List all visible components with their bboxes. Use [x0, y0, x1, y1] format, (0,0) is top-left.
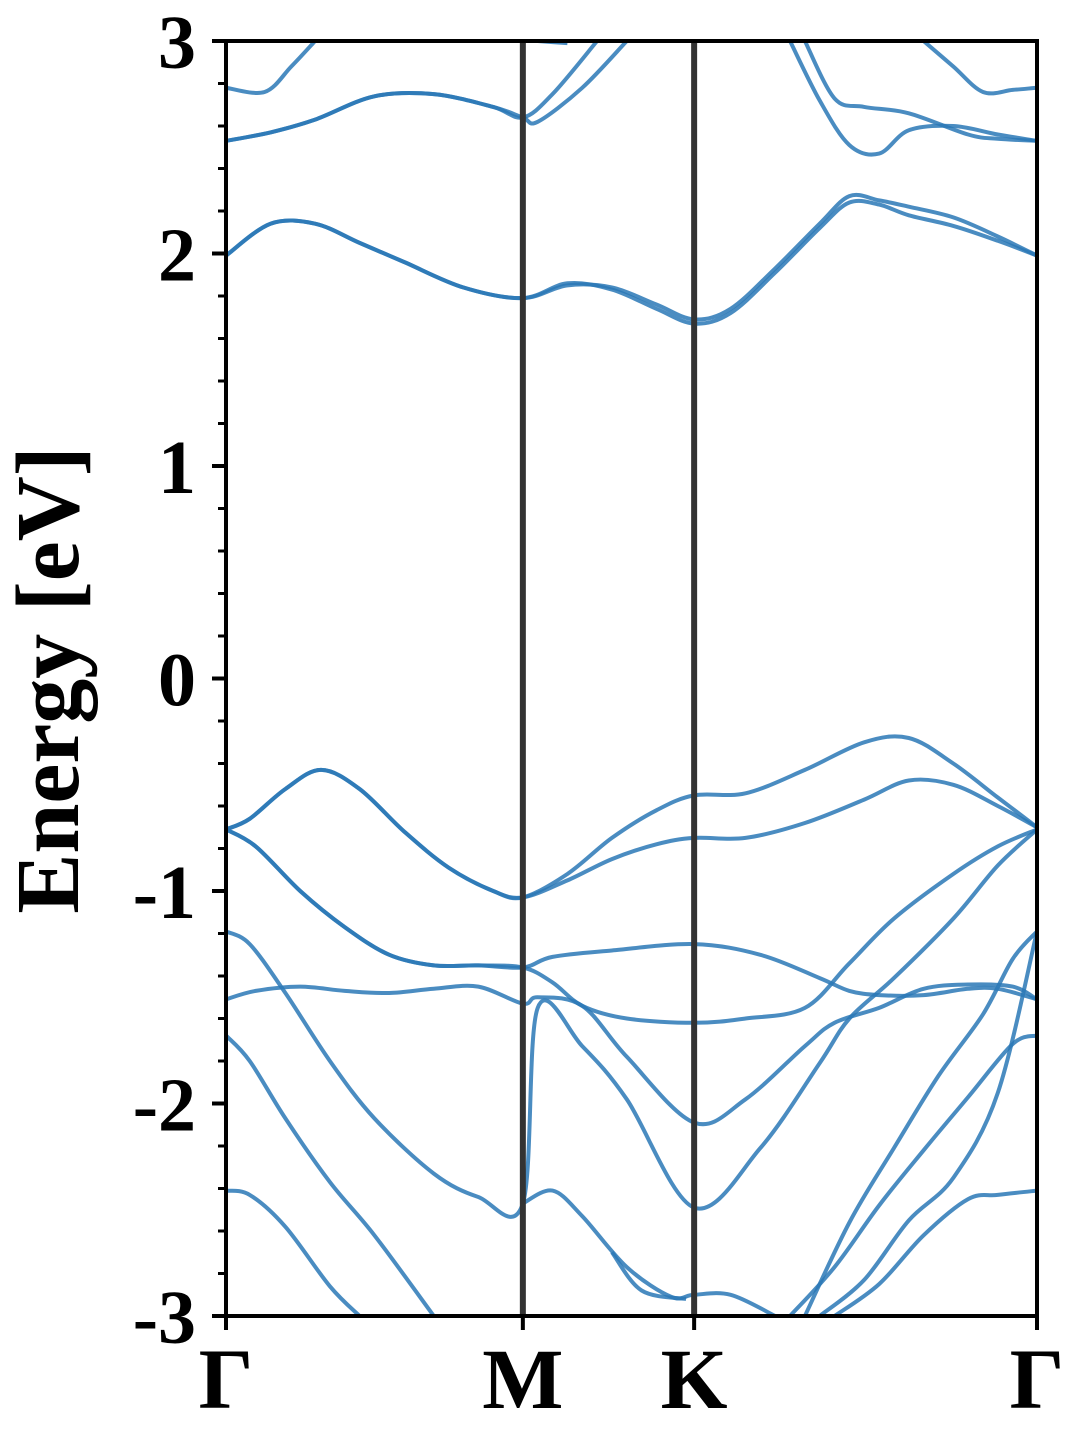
- band-line-22: [833, 1188, 1037, 1316]
- x-tick-label-M: M: [482, 1331, 563, 1427]
- band-line-10: [226, 734, 1037, 901]
- band-line-12: [226, 827, 1037, 1002]
- band-line-23: [818, 930, 1037, 1316]
- band-line-4: [226, 41, 629, 143]
- band-line-7: [803, 41, 1037, 143]
- y-tick-label: -1: [133, 851, 196, 935]
- band-line-20: [788, 1033, 1037, 1316]
- band-line-18: [226, 1034, 436, 1316]
- kpoint-lines: [519, 41, 698, 1316]
- band-lines: [226, 41, 1037, 1316]
- band-line-1: [226, 198, 1037, 326]
- x-tick-label-Γ: Γ: [199, 1331, 254, 1427]
- x-tick-label-K: K: [661, 1331, 728, 1427]
- band-line-11: [226, 767, 1037, 900]
- y-tick-label: -3: [133, 1276, 196, 1360]
- band-line-2: [226, 192, 1037, 322]
- plot-frame: [224, 39, 1039, 1318]
- y-tick-label: 3: [158, 1, 196, 85]
- band-line-3: [226, 41, 599, 143]
- band-line-14: [226, 982, 1037, 1127]
- y-tick-label: 0: [158, 639, 196, 723]
- y-tick-label: 2: [158, 214, 196, 298]
- band-line-16: [521, 1188, 777, 1316]
- y-axis-ticks: 3 2 1 0 -1 -2 -3: [133, 1, 226, 1360]
- y-axis-label: Energy [eV]: [0, 446, 98, 913]
- band-line-8: [788, 41, 1037, 157]
- band-line-5: [226, 41, 317, 95]
- x-tick-label-Γ: Γ: [1010, 1331, 1065, 1427]
- band-line-9: [922, 41, 1037, 96]
- band-line-21: [803, 930, 1037, 1316]
- band-line-15: [226, 827, 1037, 1219]
- y-tick-label: 1: [158, 426, 196, 510]
- band-line-19: [226, 1188, 362, 1316]
- y-tick-label: -2: [133, 1064, 196, 1148]
- band-line-17: [610, 1251, 687, 1301]
